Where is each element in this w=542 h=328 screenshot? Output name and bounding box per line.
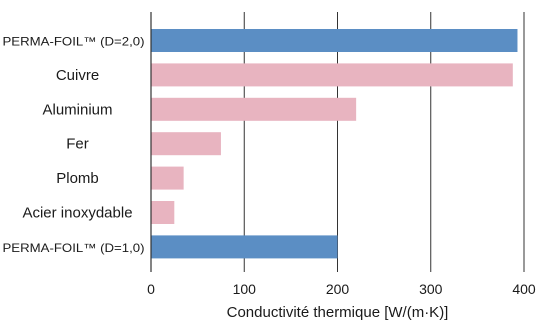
bar-0 <box>151 29 518 52</box>
x-tick-label-200: 200 <box>326 281 350 297</box>
category-label-6: PERMA-FOIL™ (D=1,0) <box>3 241 145 255</box>
bar-6 <box>151 235 338 259</box>
x-tick-labels: 0 100 200 300 400 <box>147 281 536 297</box>
category-label-1: Cuivre <box>56 67 99 84</box>
grid-layer <box>243 12 525 272</box>
category-label-3: Fer <box>66 136 89 153</box>
category-label-0: PERMA-FOIL™ (D=2,0) <box>3 35 145 49</box>
bar-3 <box>151 132 221 156</box>
category-label-5: Acier inoxydable <box>22 205 132 222</box>
x-tick-label-300: 300 <box>419 281 443 297</box>
category-label-4: Plomb <box>56 170 99 187</box>
bar-layer <box>151 29 518 259</box>
bar-5 <box>151 201 175 224</box>
bar-4 <box>151 166 184 190</box>
x-tick-label-400: 400 <box>512 281 536 297</box>
x-tick-label-100: 100 <box>233 281 257 297</box>
bar-2 <box>151 97 357 121</box>
bar-1 <box>151 63 513 87</box>
category-label-2: Aluminium <box>42 101 112 118</box>
x-tick-label-0: 0 <box>147 281 155 297</box>
category-labels: PERMA-FOIL™ (D=2,0) Cuivre Aluminium Fer Plo… <box>3 35 145 255</box>
x-axis-title: Conductivité thermique [W/(m·K)] <box>227 304 449 321</box>
